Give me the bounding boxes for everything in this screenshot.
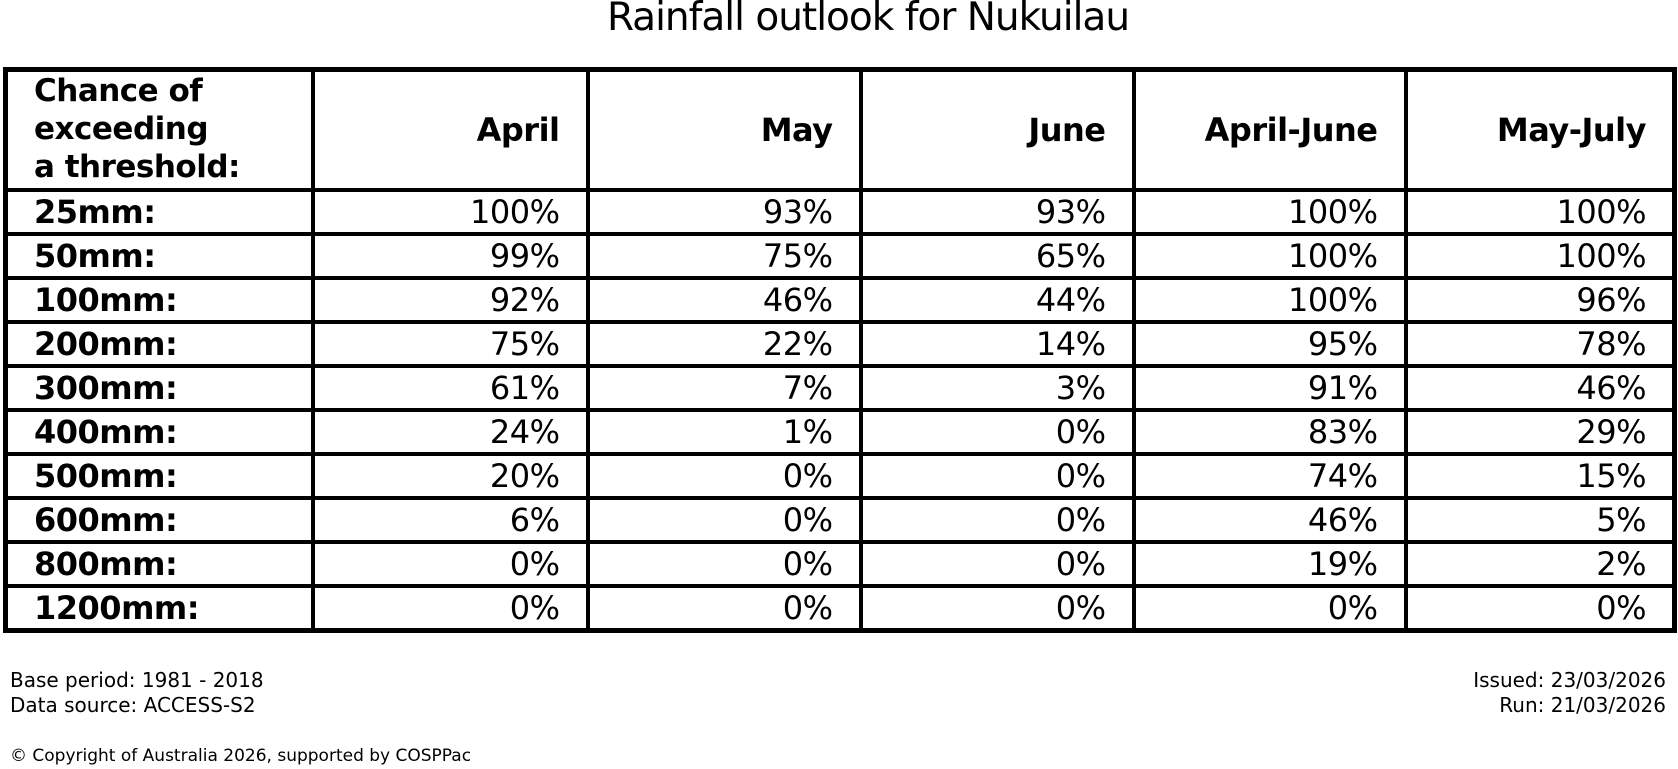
value-cell: 100% bbox=[1403, 232, 1677, 280]
column-header-june: June bbox=[858, 67, 1136, 192]
value-cell: 75% bbox=[585, 232, 863, 280]
header-row: Chance of exceeding a threshold: April M… bbox=[3, 67, 1677, 192]
column-header-april: April bbox=[310, 67, 590, 192]
value-cell: 20% bbox=[310, 452, 590, 500]
copyright-note: © Copyright of Australia 2026, supported… bbox=[10, 746, 472, 766]
value-cell: 100% bbox=[1131, 232, 1408, 280]
table-row: 50mm: 99% 75% 65% 100% 100% bbox=[3, 232, 1677, 280]
value-cell: 65% bbox=[858, 232, 1136, 280]
value-cell: 93% bbox=[858, 188, 1136, 236]
value-cell: 46% bbox=[585, 276, 863, 324]
value-cell: 0% bbox=[858, 452, 1136, 500]
value-cell: 0% bbox=[858, 584, 1136, 633]
value-cell: 95% bbox=[1131, 320, 1408, 368]
value-cell: 0% bbox=[585, 584, 863, 633]
value-cell: 78% bbox=[1403, 320, 1677, 368]
value-cell: 2% bbox=[1403, 540, 1677, 588]
value-cell: 99% bbox=[310, 232, 590, 280]
value-cell: 100% bbox=[1131, 276, 1408, 324]
rainfall-table: Chance of exceeding a threshold: April M… bbox=[3, 67, 1677, 633]
value-cell: 0% bbox=[585, 540, 863, 588]
value-cell: 75% bbox=[310, 320, 590, 368]
row-label: 500mm: bbox=[3, 452, 315, 500]
row-label: 50mm: bbox=[3, 232, 315, 280]
value-cell: 0% bbox=[858, 496, 1136, 544]
data-source-note: Data source: ACCESS-S2 bbox=[10, 693, 256, 717]
value-cell: 7% bbox=[585, 364, 863, 412]
row-label-header: Chance of exceeding a threshold: bbox=[3, 67, 315, 192]
value-cell: 0% bbox=[1403, 584, 1677, 633]
table-row: 100mm: 92% 46% 44% 100% 96% bbox=[3, 276, 1677, 324]
value-cell: 0% bbox=[310, 540, 590, 588]
row-label: 1200mm: bbox=[3, 584, 315, 633]
table-row: 600mm: 6% 0% 0% 46% 5% bbox=[3, 496, 1677, 544]
table-row: 800mm: 0% 0% 0% 19% 2% bbox=[3, 540, 1677, 588]
table-row: 1200mm: 0% 0% 0% 0% 0% bbox=[3, 584, 1677, 633]
value-cell: 0% bbox=[310, 584, 590, 633]
table-row: 400mm: 24% 1% 0% 83% 29% bbox=[3, 408, 1677, 456]
value-cell: 0% bbox=[1131, 584, 1408, 633]
value-cell: 15% bbox=[1403, 452, 1677, 500]
value-cell: 0% bbox=[585, 496, 863, 544]
base-period-note: Base period: 1981 - 2018 bbox=[10, 668, 264, 692]
value-cell: 46% bbox=[1403, 364, 1677, 412]
value-cell: 19% bbox=[1131, 540, 1408, 588]
value-cell: 100% bbox=[310, 188, 590, 236]
value-cell: 6% bbox=[310, 496, 590, 544]
column-header-may-july: May-July bbox=[1403, 67, 1677, 192]
value-cell: 96% bbox=[1403, 276, 1677, 324]
value-cell: 0% bbox=[858, 540, 1136, 588]
row-label: 600mm: bbox=[3, 496, 315, 544]
row-label: 100mm: bbox=[3, 276, 315, 324]
row-label: 200mm: bbox=[3, 320, 315, 368]
row-label: 800mm: bbox=[3, 540, 315, 588]
value-cell: 44% bbox=[858, 276, 1136, 324]
value-cell: 22% bbox=[585, 320, 863, 368]
value-cell: 93% bbox=[585, 188, 863, 236]
value-cell: 74% bbox=[1131, 452, 1408, 500]
table-row: 25mm: 100% 93% 93% 100% 100% bbox=[3, 188, 1677, 236]
value-cell: 46% bbox=[1131, 496, 1408, 544]
row-label: 25mm: bbox=[3, 188, 315, 236]
value-cell: 91% bbox=[1131, 364, 1408, 412]
issued-date-note: Issued: 23/03/2026 bbox=[1473, 668, 1666, 692]
value-cell: 24% bbox=[310, 408, 590, 456]
value-cell: 100% bbox=[1131, 188, 1408, 236]
value-cell: 5% bbox=[1403, 496, 1677, 544]
value-cell: 92% bbox=[310, 276, 590, 324]
table-row: 200mm: 75% 22% 14% 95% 78% bbox=[3, 320, 1677, 368]
value-cell: 3% bbox=[858, 364, 1136, 412]
table-header: Chance of exceeding a threshold: April M… bbox=[3, 67, 1677, 192]
value-cell: 29% bbox=[1403, 408, 1677, 456]
row-label: 400mm: bbox=[3, 408, 315, 456]
run-date-note: Run: 21/03/2026 bbox=[1499, 693, 1666, 717]
value-cell: 1% bbox=[585, 408, 863, 456]
table-row: 500mm: 20% 0% 0% 74% 15% bbox=[3, 452, 1677, 500]
value-cell: 83% bbox=[1131, 408, 1408, 456]
column-header-april-june: April-June bbox=[1131, 67, 1408, 192]
row-label: 300mm: bbox=[3, 364, 315, 412]
table-row: 300mm: 61% 7% 3% 91% 46% bbox=[3, 364, 1677, 412]
value-cell: 100% bbox=[1403, 188, 1677, 236]
table-body: 25mm: 100% 93% 93% 100% 100% 50mm: 99% 75% 65% 100… bbox=[3, 188, 1677, 633]
value-cell: 0% bbox=[858, 408, 1136, 456]
column-header-may: May bbox=[585, 67, 863, 192]
value-cell: 61% bbox=[310, 364, 590, 412]
value-cell: 14% bbox=[858, 320, 1136, 368]
value-cell: 0% bbox=[585, 452, 863, 500]
page-title: Rainfall outlook for Nukuilau bbox=[606, 0, 1130, 40]
